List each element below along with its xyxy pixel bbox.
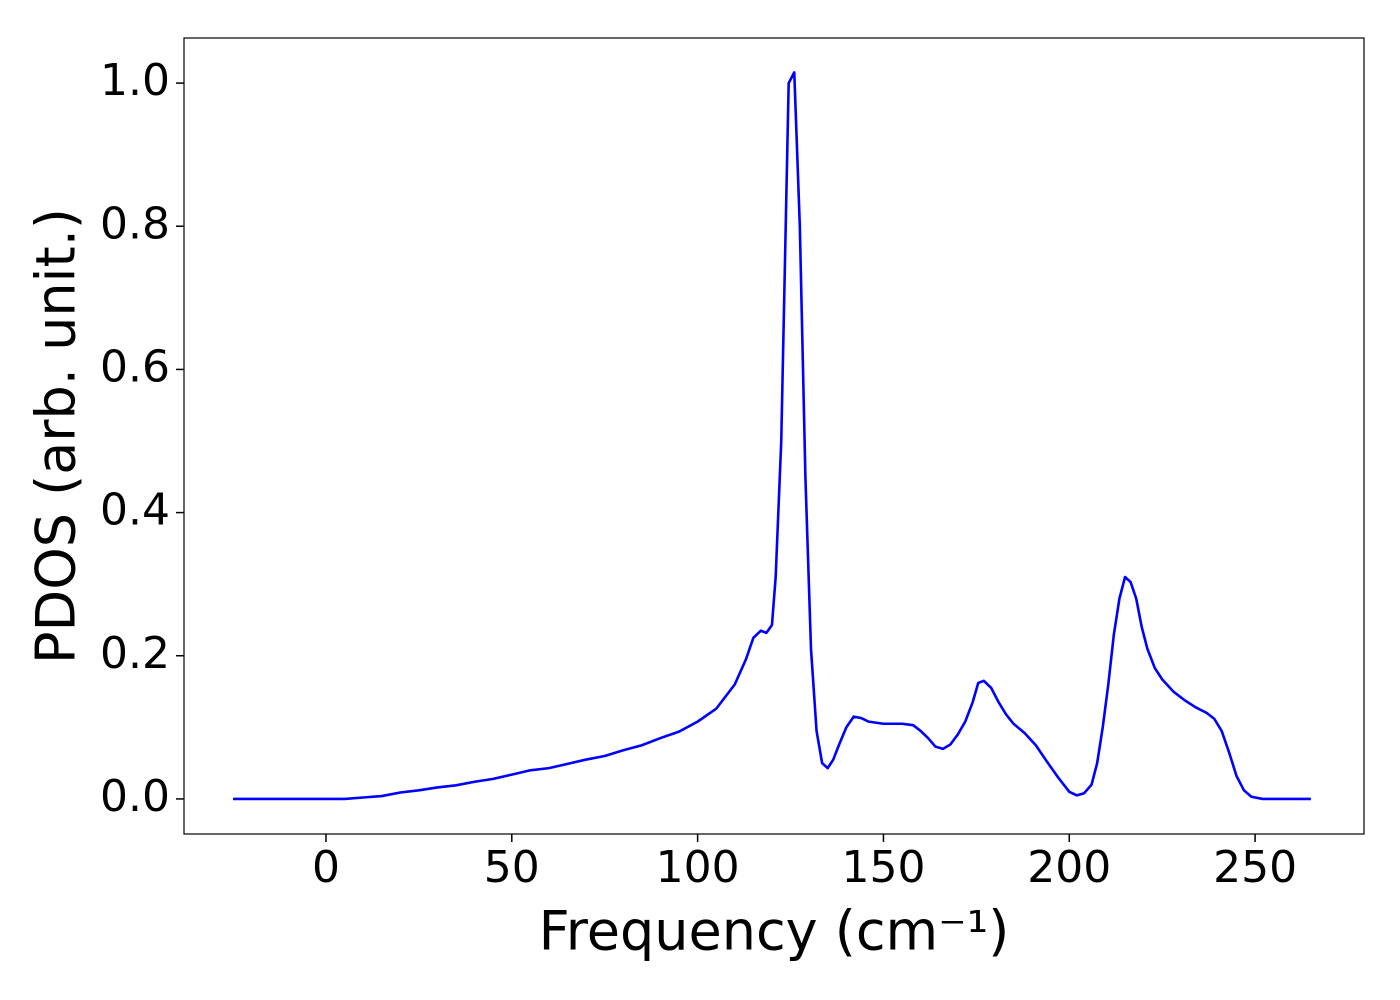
x-tick-label: 0 — [312, 842, 340, 893]
x-tick-label: 50 — [484, 842, 540, 893]
y-tick-label: 0.0 — [100, 771, 170, 822]
plot-frame — [183, 37, 1365, 835]
x-tick-label: 200 — [1027, 842, 1111, 893]
y-tick-label: 1.0 — [100, 55, 170, 106]
x-axis-label: Frequency (cm⁻¹) — [539, 900, 1010, 963]
y-tick-label: 0.2 — [100, 628, 170, 679]
x-tick-label: 250 — [1213, 842, 1297, 893]
y-axis-label: PDOS (arb. unit.) — [25, 208, 88, 664]
y-tick-label: 0.6 — [100, 341, 170, 392]
y-tick-label: 0.4 — [100, 485, 170, 536]
x-tick-label: 150 — [841, 842, 925, 893]
y-tick-label: 0.8 — [100, 198, 170, 249]
x-tick-label: 100 — [656, 842, 740, 893]
data-line — [233, 71, 1311, 801]
